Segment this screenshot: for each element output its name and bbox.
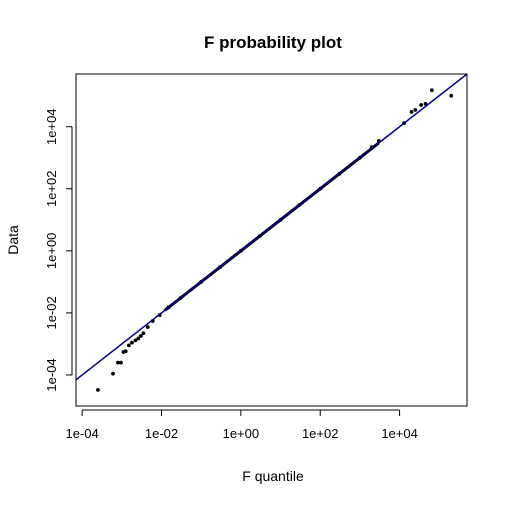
x-tick-label: 1e-04 (66, 426, 99, 441)
data-point (133, 338, 138, 343)
y-tick-label: 1e-02 (44, 296, 59, 329)
plot-frame (75, 73, 468, 407)
data-point (119, 360, 123, 365)
data-point (96, 388, 100, 392)
chart-title: F probability plot (204, 33, 342, 52)
data-point (409, 110, 414, 114)
data-point (449, 93, 454, 98)
y-axis: 1e-04 1e-02 1e+00 1e+02 1e+04 (44, 108, 73, 392)
data-point (429, 88, 434, 93)
data-point (413, 107, 418, 112)
data-point (419, 103, 424, 107)
y-tick-label: 1e-04 (44, 358, 59, 391)
data-point (138, 334, 143, 338)
data-point (145, 325, 150, 329)
data-point (116, 360, 120, 365)
y-tick-label: 1e+04 (44, 108, 59, 145)
x-tick-label: 1e-02 (145, 426, 178, 441)
reference-line (76, 74, 467, 381)
data-point (130, 340, 134, 345)
data-point (423, 101, 428, 106)
x-axis: 1e-04 1e-02 1e+00 1e+02 1e+04 (66, 409, 418, 441)
data-point (126, 343, 131, 348)
y-tick-label: 1e+00 (44, 233, 59, 270)
data-point (136, 336, 141, 341)
x-tick-label: 1e+04 (381, 426, 418, 441)
y-axis-label: Data (5, 225, 21, 255)
x-tick-label: 1e+00 (223, 426, 260, 441)
data-point (123, 349, 128, 354)
points-layer (96, 88, 454, 392)
data-point (141, 331, 146, 336)
data-point (111, 371, 115, 376)
x-tick-label: 1e+02 (302, 426, 339, 441)
x-axis-label: F quantile (242, 468, 304, 484)
y-tick-label: 1e+02 (44, 171, 59, 208)
